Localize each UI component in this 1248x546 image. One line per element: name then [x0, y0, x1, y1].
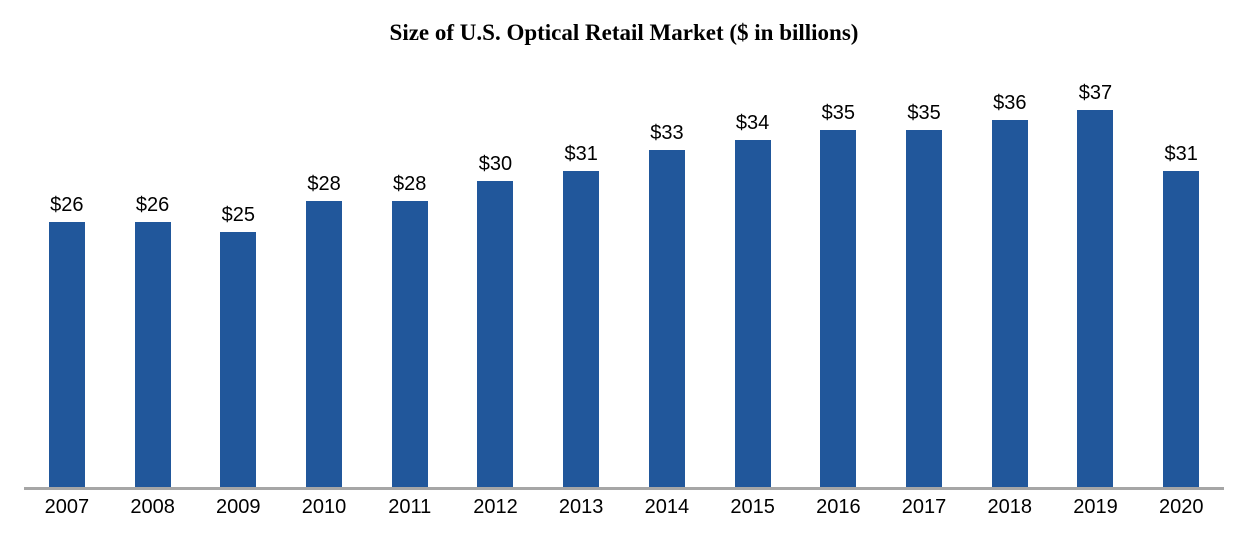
bar-value-label: $33	[650, 122, 684, 144]
bar	[477, 181, 514, 487]
x-axis-tick-label: 2017	[901, 496, 947, 518]
bar-value-label: $35	[907, 102, 941, 124]
bar	[734, 140, 771, 487]
bar-column: $26	[24, 195, 110, 487]
bar-value-label: $31	[1164, 143, 1198, 165]
x-axis-tick-label: 2009	[216, 496, 261, 518]
bar	[648, 150, 685, 487]
bar-value-label: $30	[478, 153, 513, 175]
bar-column: $35	[881, 103, 967, 487]
x-axis-tick-label: 2007	[44, 496, 90, 518]
bar-column: $34	[710, 113, 796, 487]
x-axis-tick-label: 2008	[130, 496, 175, 518]
bar	[991, 120, 1028, 487]
bar-value-label: $31	[564, 143, 598, 165]
bar	[1163, 171, 1200, 487]
bar-value-label: $34	[735, 112, 770, 134]
bar-column: $35	[795, 103, 881, 487]
bar	[391, 201, 428, 487]
bar	[820, 130, 857, 487]
bar-column: $31	[538, 144, 624, 487]
x-axis-tick-label: 2012	[473, 496, 518, 518]
bar-column: $37	[1053, 83, 1139, 487]
bar-value-label: $28	[307, 173, 341, 195]
bar-value-label: $36	[993, 92, 1027, 114]
bar-column: $26	[110, 195, 196, 487]
bar	[906, 130, 943, 487]
bar-value-label: $35	[821, 102, 856, 124]
bar-column: $28	[281, 174, 367, 487]
bar-value-label: $26	[50, 194, 84, 216]
bar	[563, 171, 600, 487]
plot-area: $26 $26 $25 $28 $28 $30 $31 $33 $34 $35 $35 $36 $37 $…	[24, 62, 1224, 490]
chart-title: Size of U.S. Optical Retail Market ($ in…	[389, 20, 859, 45]
bar-value-label: $25	[221, 204, 255, 226]
bar-column: $31	[1138, 144, 1224, 487]
bar-column: $30	[453, 154, 539, 487]
x-axis-tick-label: 2013	[558, 496, 604, 518]
x-axis-tick-label: 2011	[388, 496, 432, 518]
bar-value-label: $26	[135, 194, 170, 216]
x-axis-tick-label: 2020	[1158, 496, 1204, 518]
x-axis-tick-label: 2018	[987, 496, 1033, 518]
x-axis-tick-label: 2014	[644, 496, 690, 518]
bar	[306, 201, 343, 487]
bar-value-label: $37	[1078, 82, 1113, 104]
x-axis-tick-label: 2010	[301, 496, 347, 518]
bar-column: $28	[367, 174, 453, 487]
x-axis-tick-label: 2019	[1073, 496, 1118, 518]
x-axis-labels: 2007 2008 2009 2010 2011 2012 2013 2014 2015 2016…	[24, 496, 1224, 519]
bar	[48, 222, 85, 487]
bar-column: $33	[624, 123, 710, 487]
x-axis-tick-label: 2016	[816, 496, 861, 518]
bar	[220, 232, 257, 487]
bar	[1077, 110, 1114, 487]
bar-column: $25	[195, 205, 281, 487]
bar-column: $36	[967, 93, 1053, 487]
bar-value-label: $28	[393, 173, 427, 195]
bar	[134, 222, 171, 487]
x-axis-tick-label: 2015	[730, 496, 775, 518]
